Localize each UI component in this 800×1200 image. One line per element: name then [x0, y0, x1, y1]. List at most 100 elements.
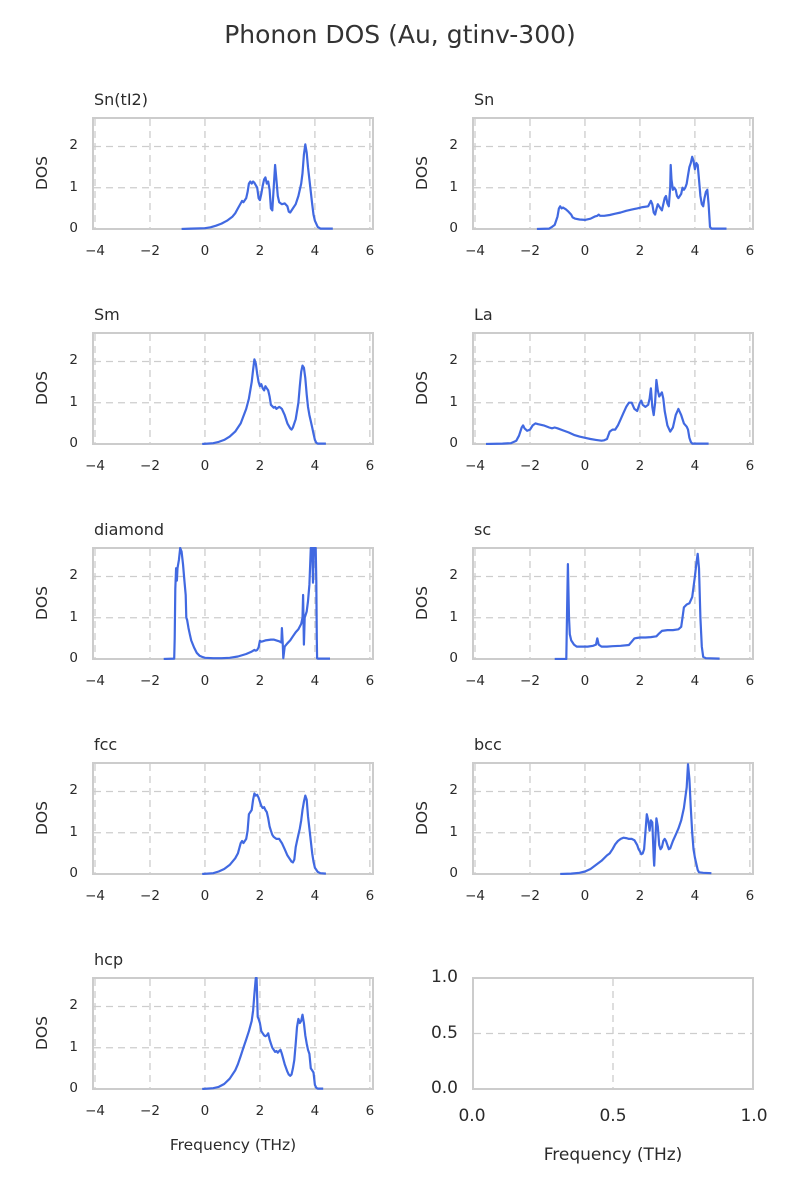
figure-title: Phonon DOS (Au, gtinv-300) — [224, 20, 576, 49]
x-tick-label: 0 — [200, 1103, 210, 1119]
x-tick-label: 0.5 — [599, 1106, 627, 1126]
x-tick-label: 2 — [635, 458, 645, 474]
dos-curve-sn-ti2 — [181, 143, 333, 230]
y-tick-label: 1 — [69, 1038, 78, 1055]
y-tick-label: 1 — [69, 823, 78, 840]
x-tick-label: 6 — [365, 243, 375, 259]
y-tick-label: 1 — [449, 823, 458, 840]
subplot-title-sn-ti2: Sn(tI2) — [94, 90, 148, 109]
x-tick-label: 0 — [580, 243, 590, 259]
x-tick-label: 2 — [255, 458, 265, 474]
subplot-title-sn: Sn — [474, 90, 495, 109]
axes-spine — [92, 547, 374, 660]
subplot-title-bcc: bcc — [474, 735, 502, 754]
frequency-axis-label: Frequency (THz) — [169, 1136, 297, 1154]
dos-curve-sc — [554, 552, 720, 660]
dos-curve-sn — [536, 155, 727, 230]
x-tick-label: 0 — [200, 243, 210, 259]
dos-curve-fcc — [202, 792, 326, 875]
x-tick-label: 2 — [635, 888, 645, 904]
y-tick-label: 0 — [69, 865, 78, 881]
axes-spine — [472, 332, 754, 445]
x-tick-label: −2 — [520, 243, 540, 259]
x-tick-label: −4 — [85, 673, 105, 689]
x-tick-label: 4 — [690, 458, 700, 474]
x-tick-label: −4 — [465, 673, 485, 689]
y-tick-label: 0 — [69, 220, 78, 236]
y-tick-label: 0 — [449, 865, 458, 881]
x-tick-label: 4 — [310, 1103, 320, 1119]
dos-curve-la — [485, 378, 709, 445]
x-tick-label: 1.0 — [740, 1106, 768, 1126]
x-tick-label: 2 — [635, 673, 645, 689]
x-tick-label: 0 — [580, 673, 590, 689]
plot-area-hcp — [92, 977, 374, 1090]
x-tick-label: −2 — [140, 1103, 160, 1119]
axes-spine — [92, 762, 374, 875]
plot-area-sc — [472, 547, 754, 660]
plot-area-sn — [472, 117, 754, 230]
y-tick-label: 2 — [449, 352, 458, 369]
x-tick-label: 4 — [310, 243, 320, 259]
axes-spine — [92, 977, 374, 1090]
y-tick-label: 1 — [69, 393, 78, 410]
x-tick-label: −4 — [85, 243, 105, 259]
y-tick-label: 0 — [69, 1080, 78, 1096]
x-tick-label: −4 — [465, 888, 485, 904]
x-tick-label: 4 — [690, 888, 700, 904]
x-tick-label: −4 — [85, 888, 105, 904]
x-tick-label: 0 — [200, 673, 210, 689]
x-tick-label: 4 — [310, 458, 320, 474]
axes-spine — [472, 977, 754, 1090]
subplot-title-diamond: diamond — [94, 520, 165, 539]
x-tick-label: 4 — [690, 673, 700, 689]
y-tick-label: 2 — [449, 137, 458, 154]
y-tick-label: 2 — [449, 567, 458, 584]
y-tick-label: 0 — [449, 435, 458, 451]
x-tick-label: −4 — [465, 458, 485, 474]
x-tick-label: 2 — [255, 243, 265, 259]
y-tick-label: 2 — [69, 997, 78, 1014]
x-tick-label: 0 — [200, 458, 210, 474]
plot-area-la — [472, 332, 754, 445]
y-tick-label: 0 — [69, 435, 78, 451]
plot-area-fcc — [92, 762, 374, 875]
x-tick-label: 0 — [580, 458, 590, 474]
y-tick-label: 1 — [449, 393, 458, 410]
x-tick-label: 0 — [200, 888, 210, 904]
y-tick-label: 0.0 — [430, 1078, 458, 1098]
x-tick-label: 2 — [255, 673, 265, 689]
y-tick-label: 2 — [449, 782, 458, 799]
y-tick-label: 1 — [69, 178, 78, 195]
x-tick-label: −4 — [85, 1103, 105, 1119]
x-tick-label: −2 — [520, 673, 540, 689]
x-tick-label: 6 — [365, 458, 375, 474]
x-tick-label: 6 — [745, 888, 755, 904]
plot-area-diamond — [92, 547, 374, 660]
dos-curve-bcc — [560, 763, 712, 875]
x-tick-label: −2 — [140, 243, 160, 259]
axes-spine — [92, 332, 374, 445]
y-tick-label: 0 — [449, 220, 458, 236]
frequency-axis-label: Frequency (THz) — [543, 1145, 683, 1165]
x-tick-label: 2 — [255, 1103, 265, 1119]
plot-area-sn-ti2 — [92, 117, 374, 230]
y-tick-label: 2 — [69, 782, 78, 799]
axes-spine — [472, 117, 754, 230]
x-tick-label: 4 — [310, 673, 320, 689]
y-tick-label: 0.5 — [430, 1022, 458, 1043]
x-tick-label: 6 — [365, 673, 375, 689]
x-tick-label: −4 — [85, 458, 105, 474]
y-tick-label: 0 — [449, 650, 458, 666]
dos-curve-hcp — [202, 977, 324, 1090]
axes-spine — [472, 547, 754, 660]
x-tick-label: −2 — [140, 458, 160, 474]
x-tick-label: −2 — [520, 458, 540, 474]
y-tick-label: 1.0 — [430, 967, 458, 987]
x-tick-label: 6 — [365, 888, 375, 904]
x-tick-label: 6 — [745, 458, 755, 474]
y-tick-label: 1 — [449, 178, 458, 195]
subplot-title-hcp: hcp — [94, 950, 124, 969]
x-tick-label: −2 — [520, 888, 540, 904]
